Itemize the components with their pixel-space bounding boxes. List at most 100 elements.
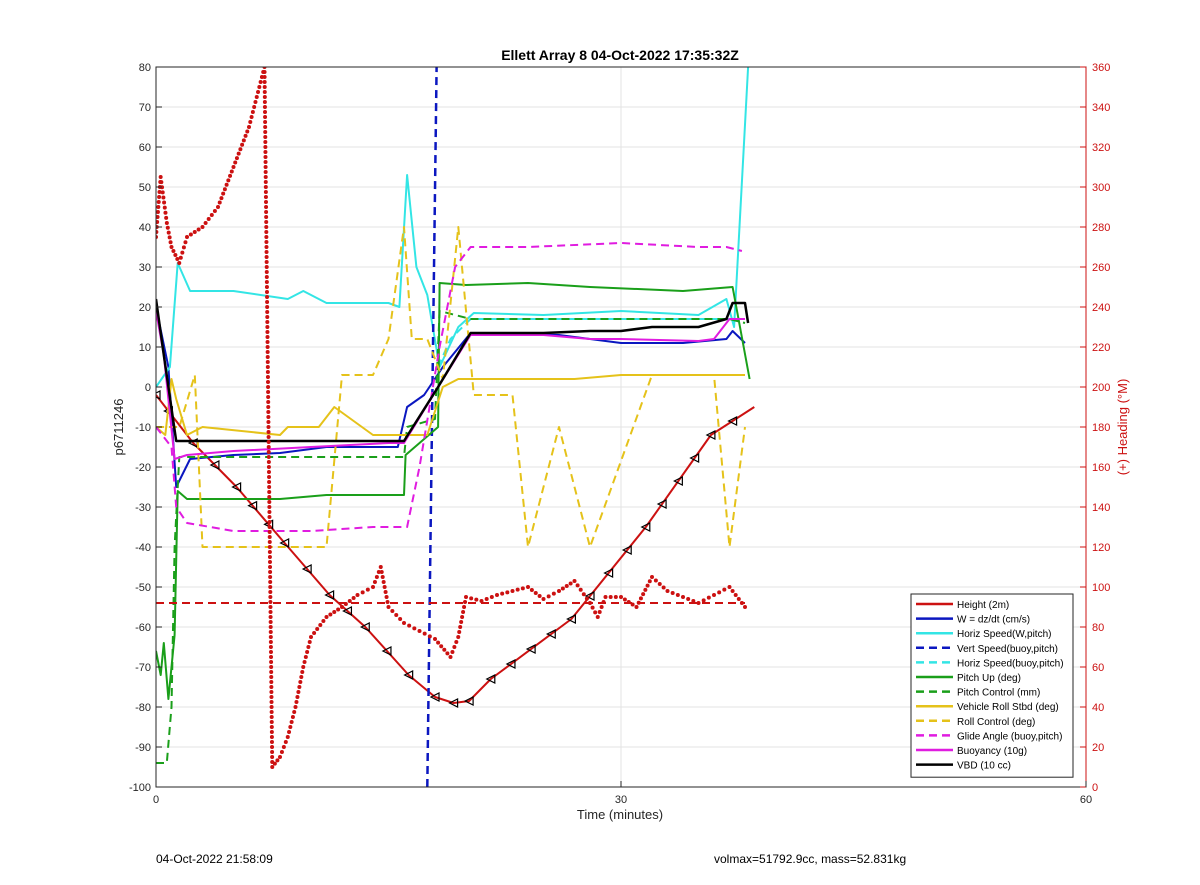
series-marker-height-2m <box>381 646 392 656</box>
series-point-heading <box>263 185 268 189</box>
series-point-heading <box>730 589 735 593</box>
series-point-heading <box>365 587 370 592</box>
series-point-heading <box>164 215 169 220</box>
series-point-heading <box>292 710 297 714</box>
series-point-heading <box>206 217 211 221</box>
series-point-heading <box>264 290 269 294</box>
series-point-heading <box>262 80 267 84</box>
series-point-heading <box>268 585 273 589</box>
series-point-heading <box>270 745 275 749</box>
series-marker-height-2m <box>301 564 312 574</box>
legend-label: Pitch Control (mm) <box>957 688 1040 699</box>
series-point-heading <box>347 599 352 603</box>
series-point-heading <box>269 710 274 714</box>
series-point-heading <box>269 735 274 739</box>
legend-label: Vert Speed(buoy,pitch) <box>957 644 1058 655</box>
series-point-heading <box>275 758 280 763</box>
series-marker-height-2m <box>656 499 667 509</box>
series-point-heading <box>243 133 248 138</box>
series-point-heading <box>268 570 273 574</box>
series-point-heading <box>613 595 618 599</box>
series-marker-height-2m <box>566 614 577 624</box>
y2-tick-label: 240 <box>1092 302 1110 314</box>
series-marker-height-2m <box>505 659 516 669</box>
y2-tick-label: 140 <box>1092 502 1110 514</box>
series-point-heading <box>203 221 208 225</box>
series-point-heading <box>551 591 556 596</box>
series-marker-height-2m <box>689 453 700 463</box>
series-point-heading <box>541 597 546 601</box>
series-point-heading <box>638 596 643 601</box>
series-point-heading <box>736 597 741 601</box>
series-point-heading <box>268 575 273 579</box>
series-marker-height-2m <box>545 629 556 639</box>
series-point-heading <box>474 597 479 602</box>
series-point-heading <box>448 655 453 659</box>
series-point-heading <box>279 750 284 754</box>
series-marker-height-2m <box>584 591 595 601</box>
series-point-heading <box>619 595 623 599</box>
series-point-heading <box>572 579 577 583</box>
series-point-heading <box>318 623 323 627</box>
y2-tick-label: 40 <box>1092 702 1104 714</box>
series-point-heading <box>192 230 197 234</box>
series-line-glide-angle-buoy-pitch <box>156 242 743 532</box>
series-point-heading <box>267 505 272 509</box>
series-point-heading <box>417 629 422 633</box>
series-point-heading <box>196 227 201 232</box>
series-point-heading <box>265 350 270 354</box>
series-point-heading <box>267 560 272 564</box>
series-point-heading <box>305 650 310 654</box>
series-point-heading <box>212 209 217 213</box>
series-point-heading <box>634 605 639 609</box>
series-point-heading <box>675 593 680 597</box>
series-point-heading <box>457 630 462 634</box>
series-marker-height-2m <box>231 482 242 492</box>
series-point-heading <box>267 495 272 499</box>
series-point-heading <box>267 535 272 539</box>
series-marker-height-2m <box>603 568 614 578</box>
series-point-heading <box>266 410 271 414</box>
series-point-heading <box>173 253 178 257</box>
series-point-heading <box>461 610 466 614</box>
series-point-heading <box>263 115 268 119</box>
series-point-heading <box>263 175 268 179</box>
series-point-heading <box>268 620 273 624</box>
series-point-heading <box>264 260 269 264</box>
series-point-heading <box>526 585 530 589</box>
series-point-heading <box>264 230 269 234</box>
y-tick-label: -30 <box>135 502 151 514</box>
series-point-heading <box>340 605 344 609</box>
series-point-heading <box>269 655 274 659</box>
series-point-heading <box>264 285 269 289</box>
series-point-heading <box>264 240 269 244</box>
series-point-heading <box>262 95 267 99</box>
series-point-heading <box>266 400 271 404</box>
series-point-heading <box>264 215 269 219</box>
series-point-heading <box>681 595 685 599</box>
series-marker-height-2m <box>279 538 290 548</box>
series-point-heading <box>463 600 468 604</box>
series-point-heading <box>264 245 269 249</box>
series-point-heading <box>222 187 227 192</box>
series-point-heading <box>564 584 569 588</box>
series-point-heading <box>166 230 171 235</box>
series-point-heading <box>269 690 274 694</box>
series-point-heading <box>263 180 268 184</box>
series-point-heading <box>265 375 270 379</box>
series-point-heading <box>266 390 271 394</box>
series-marker-height-2m <box>727 416 738 426</box>
y2-tick-label: 340 <box>1092 102 1110 114</box>
series-marker-height-2m <box>621 545 632 555</box>
series-point-heading <box>268 645 273 649</box>
series-point-heading <box>593 610 598 615</box>
series-point-heading <box>263 160 268 164</box>
series-point-heading <box>263 165 268 169</box>
series-point-heading <box>241 138 246 143</box>
series-point-heading <box>427 634 432 639</box>
series-point-heading <box>489 595 494 599</box>
series-line-height-2m <box>156 394 755 704</box>
y-tick-label: -60 <box>135 622 151 634</box>
series-point-heading <box>557 589 561 593</box>
series-point-heading <box>183 240 188 245</box>
